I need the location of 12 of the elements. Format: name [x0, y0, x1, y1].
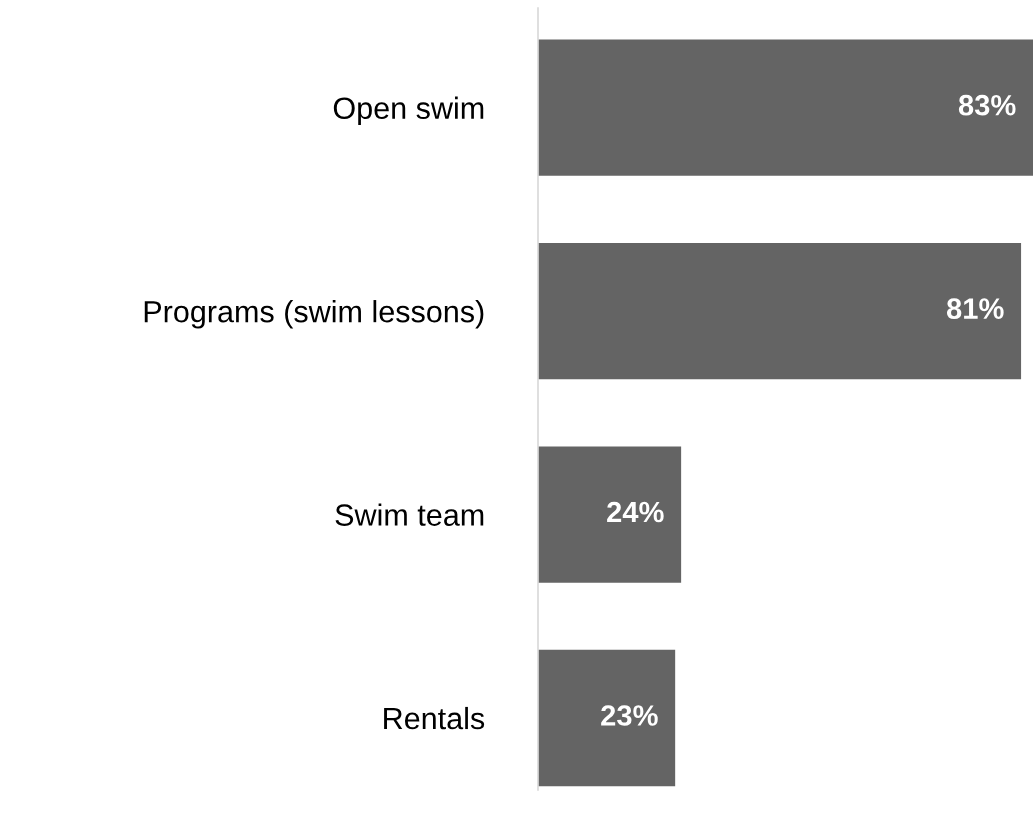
y-tick-label: Open swim	[333, 96, 484, 126]
bar	[538, 39, 1033, 176]
data-label: 23%	[601, 705, 658, 726]
y-tick-label: Programs (swim lessons)	[144, 300, 484, 329]
y-tick-label: Swim team	[335, 503, 484, 526]
bar	[538, 446, 682, 583]
bar	[538, 649, 676, 787]
bar	[538, 242, 1022, 380]
y-tick-label: Rentals	[384, 706, 485, 730]
data-label: 24%	[607, 501, 664, 523]
data-label: 83%	[958, 94, 1016, 116]
data-label: 81%	[946, 298, 1004, 319]
